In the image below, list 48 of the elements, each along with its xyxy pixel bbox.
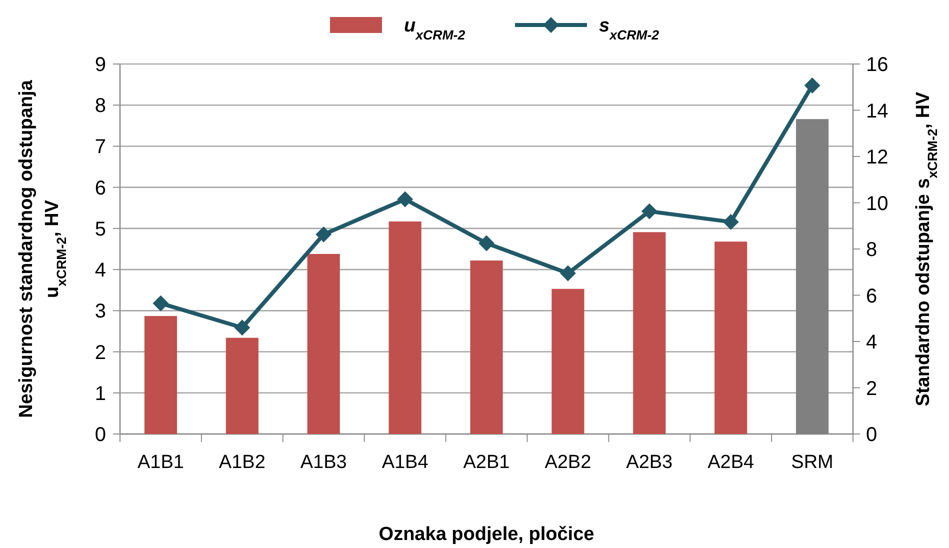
bar [552,288,584,434]
bar [470,260,503,434]
x-tick-label: SRM [791,452,834,473]
bar [633,232,666,434]
x-axis-title: Oznaka podjele, pločice [378,524,594,545]
x-tick-label: A2B4 [708,452,755,473]
y-tick-label: 1 [94,382,106,405]
y-tick-label: 0 [94,424,106,446]
y2-tick-label: 4 [866,332,878,354]
y-tick-label: 7 [94,136,106,158]
x-tick-label: A1B4 [382,452,429,473]
y2-tick-label: 10 [866,192,888,215]
y-tick-label: 4 [94,260,106,282]
y2-tick-label: 0 [866,424,878,446]
point [804,78,820,94]
x-tick-label: A2B2 [544,452,592,473]
bar [388,221,422,434]
y2-tick-label: 14 [866,100,888,122]
y2-tick-label: 8 [866,239,878,261]
point [722,214,739,230]
y-tick-label: 5 [94,218,106,240]
y-tick-label: 8 [94,95,106,118]
point [397,191,414,208]
point [152,295,169,312]
y-tick-label: 2 [94,342,106,364]
bar [226,338,258,434]
x-tick-label: A2B3 [626,452,673,473]
legend-label: u$_{xCRM-2}$ [404,16,466,42]
bar [307,254,340,434]
bar [714,242,748,434]
bar [144,316,178,434]
y2-tick-label: 12 [866,146,888,168]
x-tick-label: A1B3 [300,452,347,473]
legend-label: s$_{xCRM-2}$ [599,16,660,42]
x-tick-label: A2B1 [463,452,510,473]
point [641,203,658,220]
point [234,320,250,336]
x-tick-label: A1B1 [137,452,184,473]
point [478,235,494,252]
point [560,265,576,282]
point [316,226,332,242]
y2-tick-label: 2 [866,378,878,400]
y2-tick-label: 16 [866,54,888,76]
x-tick-label: A1B2 [218,452,266,473]
y-tick-label: 6 [94,177,106,200]
y-tick-label: 9 [94,54,106,76]
y-tick-label: 3 [94,300,106,323]
y2-tick-label: 6 [866,285,878,308]
